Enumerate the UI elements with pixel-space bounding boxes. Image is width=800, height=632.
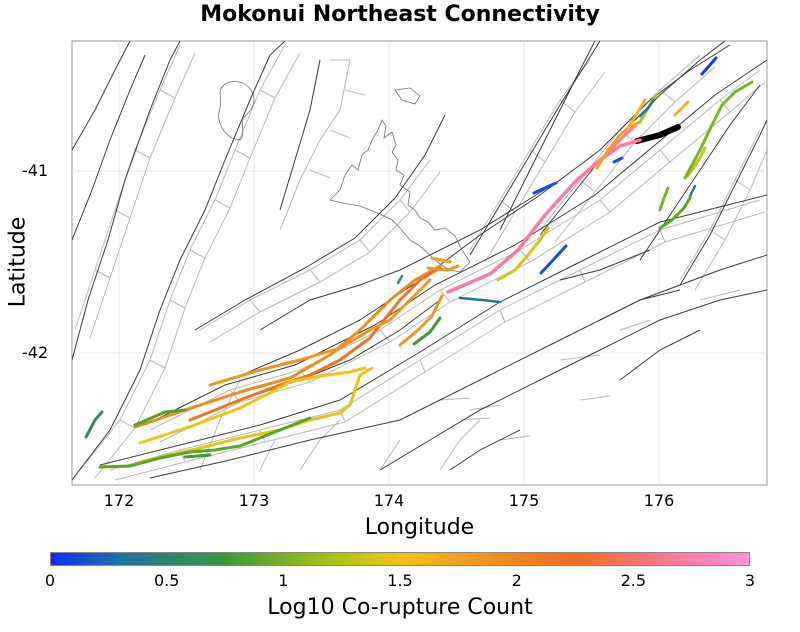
y-tick-41: -41	[22, 161, 49, 180]
trace-ne-1	[469, 41, 601, 256]
plot-area	[71, 40, 768, 486]
x-tick-176: 176	[643, 491, 675, 510]
x-tick-174: 174	[373, 491, 405, 510]
colorbar-label: Log10 Co-rupture Count	[267, 595, 533, 620]
panel-belt-east	[679, 129, 767, 291]
fault-orange-south-branch	[398, 294, 444, 347]
panel-belt-central	[199, 159, 441, 343]
trace-north-small	[279, 59, 321, 211]
fault-teal-east	[688, 184, 697, 198]
fault-green-central	[412, 316, 442, 346]
colorbar-tick-1-5: 1.5	[387, 571, 413, 590]
coastline	[218, 81, 471, 273]
fault-green-west-tip	[84, 410, 104, 439]
fault-orange-hope	[133, 264, 442, 429]
fault-orange-wairau	[208, 278, 432, 387]
trace-ne-3	[499, 41, 596, 231]
fault-teal-ne	[638, 98, 656, 118]
corupture-faults	[84, 56, 754, 469]
fault-orange-ne-3	[673, 100, 690, 117]
colorbar-tick-2: 2	[511, 571, 522, 590]
fault-teal-1	[458, 296, 502, 304]
panel-west-north	[279, 59, 366, 231]
trace-mid-1	[144, 59, 767, 426]
fault-yellow-clarence	[138, 366, 374, 464]
fault-yellow-south	[138, 366, 367, 445]
y-tick-42: -42	[22, 343, 49, 362]
x-tick-175: 175	[508, 491, 540, 510]
fault-panels	[74, 44, 767, 481]
source-fault-mokonui-ne	[634, 124, 681, 144]
fault-blue-1	[532, 181, 558, 195]
panel-belt-mid	[149, 69, 766, 443]
trace-wairau	[259, 179, 561, 331]
fault-blue-3	[700, 56, 718, 76]
fault-blue-4	[612, 156, 624, 164]
trace-south-2	[149, 254, 767, 479]
fault-yellow-east	[686, 146, 707, 178]
trace-central	[194, 114, 446, 331]
fault-traces	[72, 41, 767, 481]
trace-south-3	[379, 289, 767, 471]
fault-yellow-ne	[496, 226, 550, 282]
gridlines	[72, 41, 767, 485]
fault-green-ne-strip	[683, 80, 754, 180]
trace-west-3	[72, 54, 146, 241]
x-axis-label: Longitude	[364, 515, 475, 540]
trace-misc	[449, 249, 701, 471]
fault-pink-main	[446, 138, 642, 294]
fault-green-south	[98, 416, 312, 469]
colorbar-tick-0: 0	[44, 571, 56, 590]
trace-south-1	[99, 194, 767, 466]
fault-green-east-2	[658, 186, 670, 212]
fault-orange-ne-1	[595, 120, 642, 170]
x-tick-172: 172	[103, 491, 135, 510]
colorbar-tick-3: 3	[744, 571, 756, 590]
colorbar-tick-1: 1	[278, 571, 289, 590]
colorbar-tick-0-5: 0.5	[153, 571, 180, 590]
colorbar	[50, 552, 750, 566]
trace-east-1	[679, 119, 767, 286]
trace-west-2	[72, 41, 181, 361]
fault-orange-awatere	[188, 266, 442, 422]
fault-teal-2	[396, 274, 404, 285]
panel-west-fan	[199, 379, 481, 471]
colorbar-tick-2-5: 2.5	[620, 571, 647, 590]
panel-ticks-1	[119, 89, 731, 463]
fault-blue-2	[539, 244, 568, 275]
trace-east-2	[639, 84, 761, 261]
fault-green-east-1	[658, 196, 692, 230]
fault-green-south-spur	[183, 453, 212, 459]
fault-green-west	[133, 408, 187, 427]
y-axis-label: Latitude	[5, 216, 31, 308]
trace-awatere	[229, 44, 731, 381]
fault-orange-short	[430, 256, 452, 264]
trace-alpine-west	[72, 41, 286, 481]
fault-orange-ne-2	[626, 98, 647, 130]
x-tick-173: 173	[238, 491, 270, 510]
map-title: Mokonui Northeast Connectivity	[200, 2, 600, 27]
trace-west-4	[72, 41, 131, 151]
fault-orange-north	[426, 264, 460, 272]
